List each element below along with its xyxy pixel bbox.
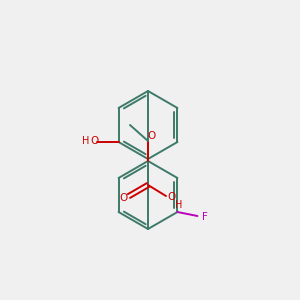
Text: F: F — [202, 212, 207, 222]
Text: O: O — [148, 131, 156, 141]
Text: H: H — [82, 136, 90, 146]
Text: H: H — [175, 200, 183, 210]
Text: O: O — [90, 136, 99, 146]
Text: O: O — [120, 193, 128, 203]
Text: O: O — [167, 192, 175, 202]
